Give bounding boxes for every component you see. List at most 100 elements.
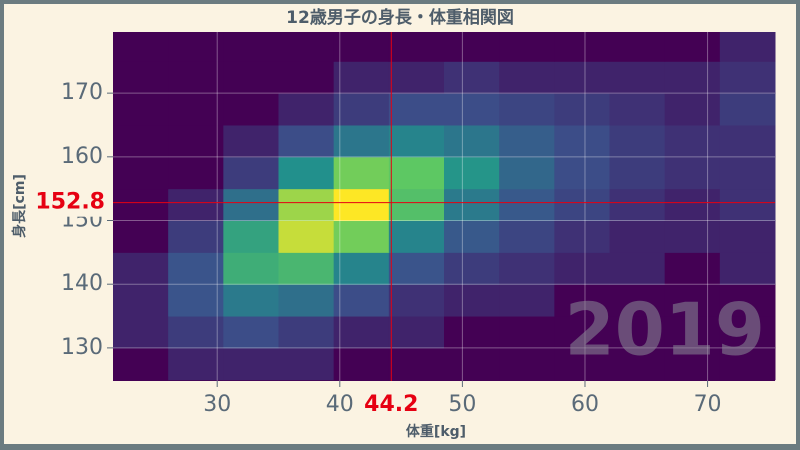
heat-cell <box>554 316 610 349</box>
heat-cell <box>554 220 610 253</box>
heat-cell <box>719 124 776 158</box>
reference-label-bg <box>361 391 422 419</box>
heat-cell <box>664 93 721 126</box>
heat-cell <box>664 220 721 253</box>
heat-cell <box>554 61 610 94</box>
heat-cell <box>168 347 224 381</box>
heat-cell <box>223 347 279 381</box>
heat-cell <box>168 220 224 253</box>
heat-cell <box>388 284 445 317</box>
x-axis-label: 体重[kg] <box>406 423 466 440</box>
heat-cell <box>664 156 721 190</box>
heat-cell <box>719 220 776 253</box>
heat-cell <box>719 156 776 190</box>
heat-cell <box>388 220 445 253</box>
heat-cell <box>609 316 666 349</box>
heat-cell <box>113 93 169 126</box>
heat-cell <box>664 188 721 222</box>
heat-cell <box>499 316 555 349</box>
heat-cell <box>333 93 390 126</box>
heat-cell <box>388 124 445 158</box>
heat-cell <box>333 156 390 190</box>
heat-cell <box>499 32 555 62</box>
heat-cell <box>333 188 390 222</box>
heat-cell <box>499 284 555 317</box>
heat-cell <box>113 156 169 190</box>
heat-cell <box>609 284 666 317</box>
heat-cell <box>168 188 224 222</box>
heat-cell <box>664 124 721 158</box>
y-tick-label: 140 <box>61 271 103 296</box>
heat-cell <box>719 188 776 222</box>
heat-cell <box>609 156 666 190</box>
heat-cell <box>113 252 169 285</box>
heat-cell <box>609 252 666 285</box>
heat-cell <box>333 284 390 317</box>
heat-cell <box>168 32 224 62</box>
heat-cell <box>333 252 390 285</box>
heat-cell <box>609 188 666 222</box>
heat-cell <box>499 220 555 253</box>
heat-cell <box>113 61 169 94</box>
heat-cell <box>278 347 335 381</box>
heat-cell <box>388 252 445 285</box>
heat-cell <box>113 220 169 253</box>
heat-cell <box>388 61 445 94</box>
heat-cell <box>168 284 224 317</box>
heat-cell <box>168 252 224 285</box>
heat-cell <box>499 156 555 190</box>
heat-cell <box>113 284 169 317</box>
heat-cell <box>168 156 224 190</box>
y-tick-label: 130 <box>61 335 103 360</box>
heat-cell <box>333 316 390 349</box>
x-tick-label: 30 <box>203 392 231 417</box>
heat-cell <box>554 188 610 222</box>
heat-cell <box>444 156 500 190</box>
heat-cell <box>554 32 610 62</box>
heat-cell <box>609 347 666 381</box>
heat-cell <box>719 284 776 317</box>
chart-title: 12歳男子の身長・体重相関図 <box>286 7 514 28</box>
heat-cell <box>333 61 390 94</box>
heat-cell <box>223 188 279 222</box>
y-tick-label: 170 <box>61 80 103 105</box>
heat-cell <box>444 284 500 317</box>
heat-cell <box>223 61 279 94</box>
heat-cell <box>719 252 776 285</box>
reference-y-label: 152.8 <box>35 190 105 215</box>
heat-cell <box>388 316 445 349</box>
heat-cell <box>499 93 555 126</box>
heat-cell <box>388 32 445 62</box>
heat-cell <box>278 61 335 94</box>
heat-cell <box>444 220 500 253</box>
x-tick-label: 40 <box>326 392 354 417</box>
heat-cell <box>444 61 500 94</box>
heat-cell <box>719 61 776 94</box>
heat-cell <box>388 156 445 190</box>
heat-cell <box>113 347 169 381</box>
heat-cell <box>388 93 445 126</box>
heat-cell <box>278 156 335 190</box>
heat-cell <box>333 32 390 62</box>
heat-cell <box>168 93 224 126</box>
heat-cell <box>278 93 335 126</box>
heat-cell <box>444 124 500 158</box>
heat-cell <box>223 284 279 317</box>
heat-cell <box>554 284 610 317</box>
heat-cell <box>444 316 500 349</box>
heat-cell <box>113 188 169 222</box>
x-tick-label: 70 <box>694 392 722 417</box>
heat-cell <box>388 188 445 222</box>
heat-cell <box>664 284 721 317</box>
heat-cell <box>719 316 776 349</box>
heat-cell <box>223 93 279 126</box>
heat-cell <box>168 316 224 349</box>
watermark: 2019 <box>565 288 765 372</box>
heat-cell <box>664 316 721 349</box>
heat-cell <box>719 32 776 62</box>
heat-cell <box>444 252 500 285</box>
x-tick-label: 50 <box>448 392 476 417</box>
heat-cell <box>278 284 335 317</box>
heat-cell <box>719 347 776 381</box>
